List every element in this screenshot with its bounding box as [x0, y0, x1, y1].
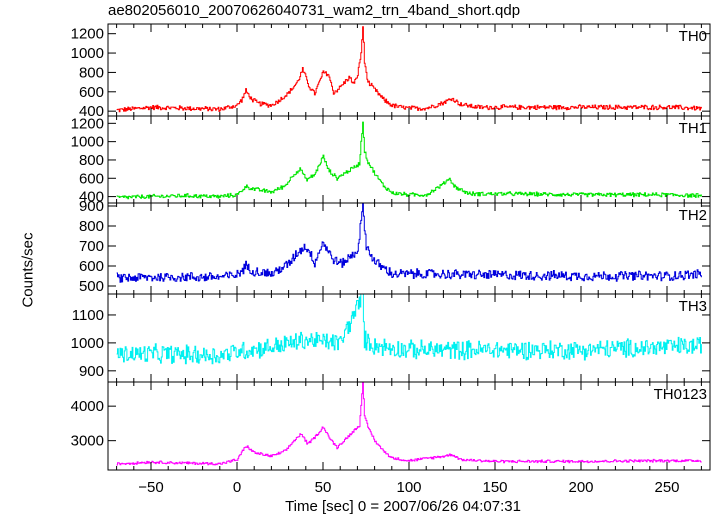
y-tick-label: 1000 [71, 45, 104, 62]
y-tick-label: 1000 [71, 134, 104, 151]
y-tick-label: 1100 [72, 307, 104, 324]
panel-frame-th0 [107, 23, 711, 117]
y-tick-label: 3000 [71, 433, 104, 450]
panel-label-th1: TH1 [679, 120, 707, 137]
series-line-th0123 [116, 382, 702, 466]
panel-label-th3: TH3 [679, 298, 707, 315]
y-tick-label: 900 [79, 363, 104, 380]
y-tick-label: 600 [79, 170, 104, 187]
y-tick-label: 400 [79, 103, 104, 120]
y-tick-label: 600 [79, 84, 104, 101]
chart-title: ae802056010_20070626040731_wam2_trn_4ban… [108, 2, 521, 19]
y-tick-label: 1200 [71, 115, 104, 132]
x-tick-label: 150 [482, 479, 507, 496]
y-tick-label: 900 [79, 198, 104, 215]
y-tick-label: 600 [79, 258, 104, 275]
x-tick-label: 0 [233, 479, 241, 496]
series-line-th2 [116, 202, 702, 283]
y-tick-label: 1000 [71, 335, 104, 352]
panel-frame-th0123 [107, 381, 711, 471]
y-tick-label: 800 [79, 152, 104, 169]
x-tick-label: 100 [396, 479, 421, 496]
y-tick-label: 1200 [71, 26, 104, 43]
y-tick-label: 4000 [71, 398, 104, 415]
series-line-th0 [116, 26, 702, 113]
y-tick-label: 500 [79, 278, 104, 295]
y-tick-label: 700 [79, 238, 104, 255]
x-tick-label: −50 [138, 479, 163, 496]
y-tick-label: 800 [79, 64, 104, 81]
panel-frame-th3 [107, 293, 711, 383]
y-tick-label: 400 [79, 189, 104, 206]
x-axis-label: Time [sec] 0 = 2007/06/26 04:07:31 [285, 498, 521, 515]
panel-label-th2: TH2 [679, 207, 707, 224]
panel-label-th0: TH0 [679, 28, 707, 45]
series-line-th3 [116, 293, 702, 365]
panel-frame-th1 [107, 115, 711, 204]
x-tick-label: 200 [568, 479, 593, 496]
panel-label-th0123: TH0123 [654, 386, 707, 403]
x-tick-label: 250 [654, 479, 679, 496]
series-line-th1 [116, 121, 702, 200]
x-tick-label: 50 [315, 479, 332, 496]
y-tick-label: 800 [79, 218, 104, 235]
